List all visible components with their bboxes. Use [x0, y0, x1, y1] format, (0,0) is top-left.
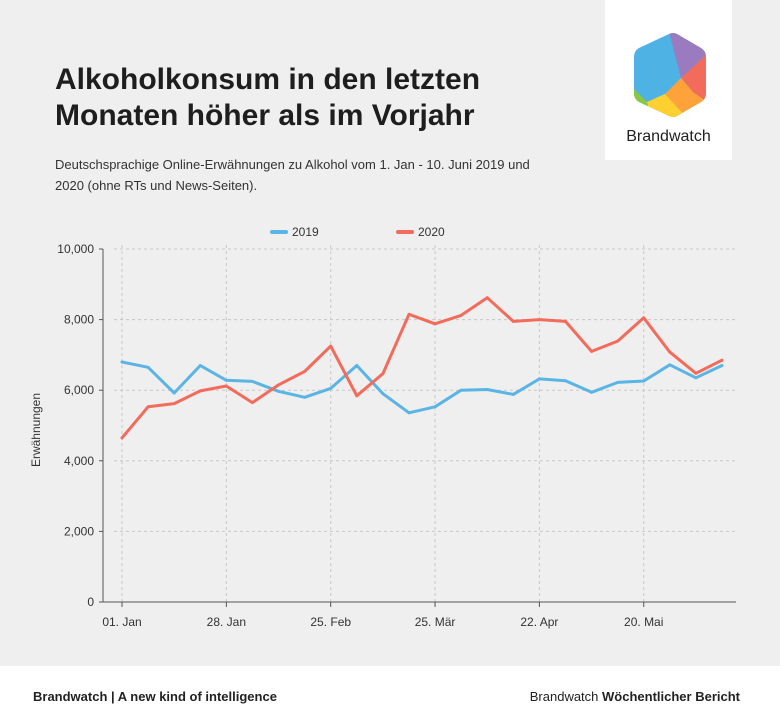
data-point-2020 — [146, 405, 150, 409]
data-point-2020 — [224, 384, 228, 388]
data-point-2020 — [277, 383, 280, 387]
data-point-2019 — [590, 390, 593, 394]
data-point-2020 — [668, 350, 672, 354]
footer-tagline: Brandwatch | A new kind of intelligence — [33, 689, 277, 704]
y-tick-label: 0 — [87, 595, 94, 609]
footer-bar: Brandwatch | A new kind of intelligence … — [0, 666, 780, 728]
x-tick-label: 25. Mär — [415, 615, 456, 629]
page-subtitle: Deutschsprachige Online-Erwähnungen zu A… — [55, 157, 530, 193]
brand-logo-text: Brandwatch — [626, 128, 711, 145]
data-point-2020 — [564, 319, 567, 323]
data-point-2019 — [642, 379, 646, 383]
data-point-2019 — [537, 377, 541, 381]
data-point-2019 — [720, 364, 724, 367]
data-point-2019 — [120, 360, 124, 364]
chart-grid — [114, 245, 736, 602]
y-tick-label: 10,000 — [57, 242, 94, 256]
y-tick-label: 8,000 — [64, 313, 94, 327]
data-point-2020 — [407, 312, 411, 316]
data-point-2020 — [459, 313, 463, 317]
x-tick-label: 01. Jan — [102, 615, 141, 629]
data-point-2020 — [172, 402, 176, 406]
data-point-2019 — [303, 395, 307, 399]
data-point-2020 — [616, 339, 620, 343]
data-point-2019 — [407, 411, 411, 415]
y-tick-label: 2,000 — [64, 524, 94, 538]
chart-legend: 2019 2020 — [270, 225, 445, 239]
chart-axes: 0 2,000 4,000 6,000 8,000 10,000 01. Jan 28. Ja… — [57, 242, 736, 629]
x-tick-label: 20. Mai — [624, 615, 663, 629]
data-point-2020 — [198, 389, 202, 393]
data-point-2019 — [381, 392, 385, 396]
footer-brand: Brandwatch — [529, 689, 599, 704]
x-tick-label: 22. Apr — [520, 615, 558, 629]
data-point-2019 — [564, 379, 567, 383]
x-tick-label: 25. Feb — [310, 615, 351, 629]
data-point-2020 — [303, 370, 307, 373]
series-line-2019 — [120, 360, 724, 415]
data-point-2019 — [433, 405, 437, 409]
brand-logo-box: Brandwatch — [605, 0, 732, 160]
data-point-2020 — [511, 319, 515, 323]
data-point-2020 — [120, 436, 124, 440]
data-point-2020 — [485, 296, 489, 300]
data-point-2020 — [381, 372, 385, 376]
data-point-2020 — [251, 401, 254, 404]
data-point-2019 — [146, 365, 150, 369]
data-point-2019 — [511, 393, 515, 396]
series-line-2020 — [120, 296, 724, 440]
data-point-2020 — [537, 318, 541, 321]
data-point-2019 — [459, 388, 463, 392]
data-point-2019 — [485, 388, 489, 391]
legend-label-2019: 2019 — [292, 225, 319, 239]
y-tick-label: 6,000 — [64, 383, 94, 397]
data-point-2019 — [172, 391, 176, 395]
line-chart: 0 2,000 4,000 6,000 8,000 10,000 01. Jan 28. Ja… — [29, 225, 736, 629]
data-point-2020 — [433, 322, 437, 326]
data-point-2019 — [694, 376, 698, 380]
data-point-2019 — [251, 379, 254, 383]
x-tick-label: 28. Jan — [207, 615, 246, 629]
data-point-2020 — [720, 358, 724, 362]
data-point-2019 — [329, 387, 333, 390]
data-point-2020 — [355, 394, 359, 398]
data-point-2020 — [590, 349, 593, 353]
footer-report-name: Wöchentlicher Bericht — [602, 689, 740, 704]
data-point-2019 — [616, 381, 620, 384]
data-point-2019 — [668, 363, 672, 367]
page-title: Alkoholkonsum in den letzten Monaten höh… — [55, 63, 481, 132]
brandwatch-hexagon-icon — [634, 33, 706, 117]
data-point-2020 — [642, 316, 646, 320]
y-tick-label: 4,000 — [64, 454, 94, 468]
legend-label-2020: 2020 — [418, 225, 445, 239]
data-point-2019 — [277, 389, 280, 393]
data-point-2019 — [224, 378, 228, 382]
chart-series — [120, 296, 724, 440]
data-point-2019 — [198, 364, 202, 367]
data-point-2020 — [329, 344, 333, 348]
data-point-2019 — [355, 364, 359, 367]
footer-report-label: Brandwatch Wöchentlicher Bericht — [530, 689, 740, 704]
data-point-2020 — [694, 371, 698, 375]
y-axis-label: Erwähnungen — [29, 393, 43, 467]
